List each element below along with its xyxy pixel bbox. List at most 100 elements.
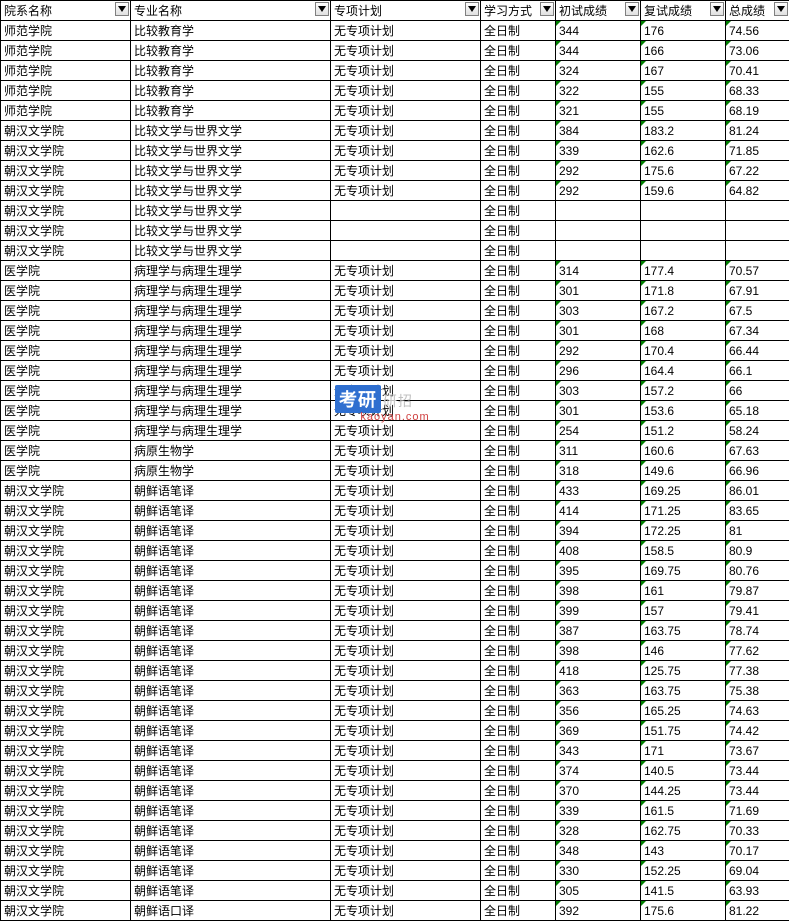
cell-prelim: 374 [556, 761, 641, 781]
filter-dropdown-icon[interactable] [774, 2, 788, 16]
cell-plan: 无专项计划 [331, 101, 481, 121]
cell-retest: 172.25 [641, 521, 726, 541]
table-row: 朝汉文学院朝鲜语笔译无专项计划全日制394172.2581 [1, 521, 789, 541]
cell-total: 81.24 [726, 121, 789, 141]
cell-prelim: 370 [556, 781, 641, 801]
cell-total: 66.44 [726, 341, 789, 361]
cell-mode: 全日制 [481, 461, 556, 481]
cell-plan: 无专项计划 [331, 261, 481, 281]
filter-dropdown-icon[interactable] [315, 2, 329, 16]
cell-dept: 医学院 [1, 321, 131, 341]
cell-prelim: 433 [556, 481, 641, 501]
column-label: 复试成绩 [644, 4, 692, 18]
filter-dropdown-icon[interactable] [710, 2, 724, 16]
cell-mode: 全日制 [481, 541, 556, 561]
cell-total: 73.44 [726, 761, 789, 781]
filter-dropdown-icon[interactable] [540, 2, 554, 16]
cell-dept: 医学院 [1, 261, 131, 281]
table-row: 朝汉文学院朝鲜语笔译无专项计划全日制39915779.41 [1, 601, 789, 621]
cell-retest: 146 [641, 641, 726, 661]
cell-prelim: 414 [556, 501, 641, 521]
cell-dept: 朝汉文学院 [1, 501, 131, 521]
cell-retest: 171.25 [641, 501, 726, 521]
cell-retest [641, 241, 726, 261]
cell-mode: 全日制 [481, 401, 556, 421]
table-row: 师范学院比较教育学无专项计划全日制34417674.56 [1, 21, 789, 41]
cell-plan: 无专项计划 [331, 421, 481, 441]
cell-retest: 162.6 [641, 141, 726, 161]
cell-major: 病理学与病理生理学 [131, 281, 331, 301]
cell-major: 病原生物学 [131, 461, 331, 481]
cell-mode: 全日制 [481, 681, 556, 701]
cell-total: 86.01 [726, 481, 789, 501]
cell-retest: 149.6 [641, 461, 726, 481]
table-row: 朝汉文学院朝鲜语笔译无专项计划全日制34814370.17 [1, 841, 789, 861]
cell-dept: 朝汉文学院 [1, 721, 131, 741]
cell-total: 81 [726, 521, 789, 541]
filter-dropdown-icon[interactable] [465, 2, 479, 16]
cell-mode: 全日制 [481, 21, 556, 41]
cell-mode: 全日制 [481, 741, 556, 761]
column-header-mode: 学习方式 [481, 1, 556, 21]
cell-mode: 全日制 [481, 141, 556, 161]
cell-mode: 全日制 [481, 821, 556, 841]
cell-retest: 168 [641, 321, 726, 341]
cell-plan: 无专项计划 [331, 141, 481, 161]
cell-plan: 无专项计划 [331, 21, 481, 41]
cell-major: 比较教育学 [131, 81, 331, 101]
cell-mode: 全日制 [481, 321, 556, 341]
cell-total: 81.22 [726, 901, 789, 921]
cell-plan: 无专项计划 [331, 841, 481, 861]
cell-dept: 师范学院 [1, 101, 131, 121]
cell-prelim: 387 [556, 621, 641, 641]
cell-plan [331, 221, 481, 241]
cell-major: 病理学与病理生理学 [131, 301, 331, 321]
cell-mode: 全日制 [481, 121, 556, 141]
cell-plan: 无专项计划 [331, 661, 481, 681]
table-row: 朝汉文学院朝鲜语笔译无专项计划全日制418125.7577.38 [1, 661, 789, 681]
cell-dept: 朝汉文学院 [1, 881, 131, 901]
cell-total: 73.67 [726, 741, 789, 761]
cell-retest: 169.75 [641, 561, 726, 581]
cell-plan: 无专项计划 [331, 701, 481, 721]
cell-plan: 无专项计划 [331, 781, 481, 801]
cell-retest: 159.6 [641, 181, 726, 201]
cell-total: 70.17 [726, 841, 789, 861]
cell-mode: 全日制 [481, 201, 556, 221]
table-row: 医学院病理学与病理生理学无专项计划全日制292170.466.44 [1, 341, 789, 361]
cell-major: 朝鲜语笔译 [131, 681, 331, 701]
cell-dept: 医学院 [1, 381, 131, 401]
cell-prelim: 318 [556, 461, 641, 481]
cell-dept: 医学院 [1, 461, 131, 481]
cell-total: 70.41 [726, 61, 789, 81]
cell-total: 67.63 [726, 441, 789, 461]
cell-mode: 全日制 [481, 721, 556, 741]
cell-dept: 朝汉文学院 [1, 121, 131, 141]
cell-retest: 169.25 [641, 481, 726, 501]
table-row: 朝汉文学院朝鲜语笔译无专项计划全日制433169.2586.01 [1, 481, 789, 501]
cell-retest: 144.25 [641, 781, 726, 801]
cell-plan: 无专项计划 [331, 621, 481, 641]
table-row: 朝汉文学院朝鲜语笔译无专项计划全日制39814677.62 [1, 641, 789, 661]
cell-retest: 158.5 [641, 541, 726, 561]
column-header-retest: 复试成绩 [641, 1, 726, 21]
cell-prelim: 408 [556, 541, 641, 561]
cell-major: 朝鲜语笔译 [131, 801, 331, 821]
cell-mode: 全日制 [481, 381, 556, 401]
cell-major: 比较文学与世界文学 [131, 201, 331, 221]
cell-mode: 全日制 [481, 41, 556, 61]
table-row: 师范学院比较教育学无专项计划全日制32215568.33 [1, 81, 789, 101]
cell-prelim: 363 [556, 681, 641, 701]
cell-retest: 167.2 [641, 301, 726, 321]
cell-major: 朝鲜语笔译 [131, 761, 331, 781]
cell-total: 77.38 [726, 661, 789, 681]
table-row: 朝汉文学院朝鲜语笔译无专项计划全日制370144.2573.44 [1, 781, 789, 801]
cell-mode: 全日制 [481, 421, 556, 441]
cell-total [726, 241, 789, 261]
filter-dropdown-icon[interactable] [115, 2, 129, 16]
filter-dropdown-icon[interactable] [625, 2, 639, 16]
cell-mode: 全日制 [481, 641, 556, 661]
cell-total: 67.91 [726, 281, 789, 301]
cell-retest [641, 201, 726, 221]
cell-retest: 163.75 [641, 621, 726, 641]
